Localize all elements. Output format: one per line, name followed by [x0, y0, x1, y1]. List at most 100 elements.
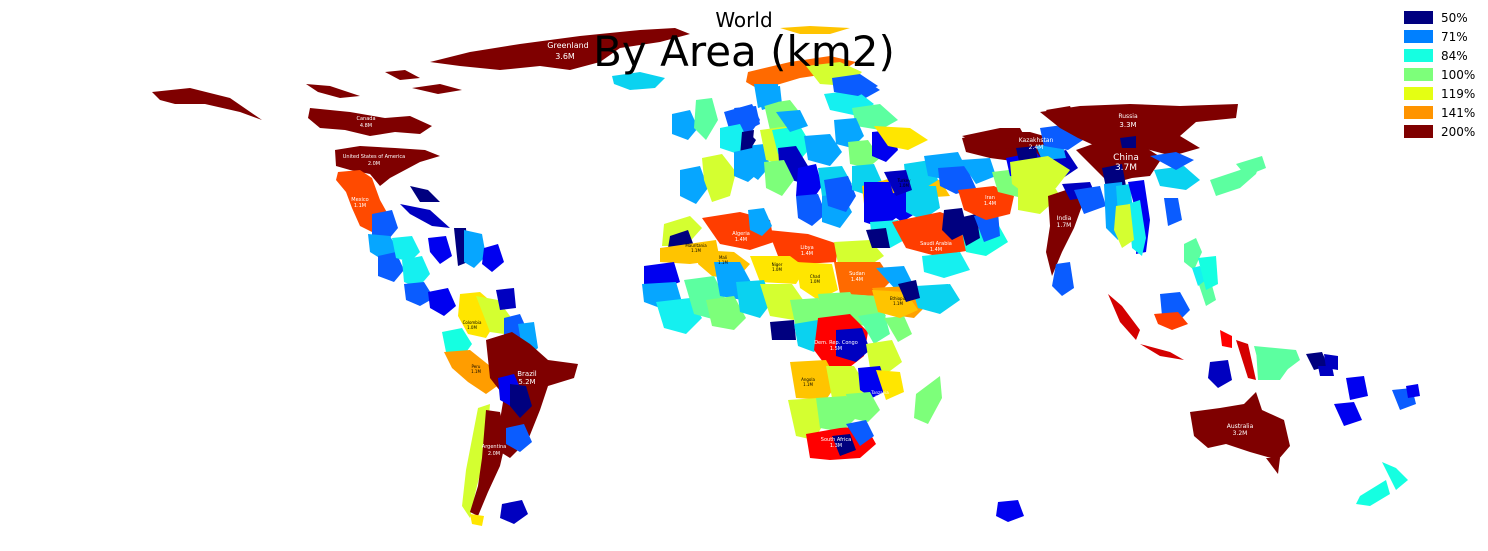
region-pacific-5	[1198, 256, 1218, 290]
label-angola: Angola	[801, 377, 815, 382]
value-greenland: 3.6M	[555, 52, 575, 61]
label-turkey: Turkey	[896, 178, 911, 183]
region-europe-c	[824, 176, 856, 212]
region-japan-north	[1236, 156, 1266, 176]
region-svalbard	[780, 26, 850, 34]
region-gulf-1	[942, 208, 968, 240]
label-mauritania: Mauritania	[685, 243, 707, 248]
region-pacific-2	[1406, 384, 1420, 398]
value-niger: 1.0M	[772, 267, 782, 272]
region-solomon	[1306, 352, 1328, 370]
legend-label: 84%	[1441, 48, 1468, 63]
value-south-africa: 1.3M	[830, 443, 842, 449]
legend-swatch	[1404, 49, 1433, 62]
legend-item: 141%	[1404, 103, 1475, 122]
legend-swatch	[1404, 125, 1433, 138]
region-swaziland	[846, 420, 874, 446]
label-colombia: Colombia	[463, 320, 482, 325]
region-china-north	[1120, 136, 1136, 148]
label-chad: Chad	[810, 274, 821, 279]
legend-item: 50%	[1404, 8, 1475, 27]
value-turkey: 1.0M	[899, 183, 909, 188]
value-peru: 1.1M	[471, 369, 481, 374]
oceania	[1190, 346, 1408, 506]
region-caribbean-1	[400, 204, 450, 228]
region-korea	[1154, 166, 1200, 190]
region-central-america-6	[404, 282, 434, 306]
region-brunei	[1154, 312, 1188, 330]
region-iceland	[612, 72, 665, 90]
label-china: China	[1113, 153, 1139, 163]
label-south-africa: South Africa	[821, 437, 851, 443]
region-sudan	[834, 262, 892, 296]
region-israel	[866, 228, 890, 248]
region-rwanda	[884, 316, 912, 342]
region-argentina	[470, 410, 506, 516]
region-kenya	[858, 312, 890, 344]
region-spain	[680, 166, 708, 204]
region-tierra	[470, 514, 484, 526]
label-canada: Canada	[356, 116, 375, 122]
region-uk	[672, 110, 698, 140]
region-sri-lanka	[1052, 262, 1074, 296]
region-chile	[462, 404, 490, 518]
region-vietnam	[1128, 200, 1146, 256]
label-tanzania: Tanzania	[870, 390, 889, 395]
label-australia: Australia	[1227, 423, 1254, 430]
value-australia: 3.2M	[1233, 430, 1248, 437]
region-central-america-3	[378, 252, 404, 282]
region-arctic-east	[962, 128, 1030, 150]
region-pacific-6	[1324, 354, 1338, 370]
region-pacific-4	[996, 500, 1024, 522]
region-bangladesh	[1074, 186, 1106, 214]
legend-swatch	[1404, 11, 1433, 24]
region-russia	[1040, 104, 1238, 156]
region-falklands	[500, 500, 528, 524]
region-europe-h	[874, 126, 928, 150]
africa	[642, 208, 960, 460]
region-egypt	[834, 240, 884, 268]
region-west-africa-3	[656, 298, 702, 334]
legend-item: 84%	[1404, 46, 1475, 65]
region-arctic-island-2	[306, 84, 360, 98]
region-philippines-3	[1192, 266, 1206, 286]
label-mali: Mali	[719, 255, 727, 260]
region-new-caledonia	[1334, 402, 1362, 426]
legend-swatch	[1404, 68, 1433, 81]
region-europe-i	[754, 84, 778, 108]
label-peru: Peru	[472, 364, 481, 369]
legend-label: 50%	[1441, 10, 1468, 25]
region-caribbean-3	[428, 236, 452, 264]
label-usa: United States of America	[343, 154, 405, 160]
region-niger	[750, 256, 806, 284]
region-caspian	[1010, 156, 1070, 196]
region-cambodia	[1114, 204, 1134, 248]
region-caucasus-3	[864, 182, 896, 210]
value-libya: 1.4M	[801, 251, 813, 257]
label-india: India	[1057, 215, 1072, 222]
region-europe-j	[734, 106, 760, 132]
region-tunisia	[748, 208, 772, 236]
region-madagascar	[914, 376, 942, 424]
region-arctic-island-4	[412, 84, 462, 94]
region-libya	[768, 230, 838, 264]
legend-swatch	[1404, 30, 1433, 43]
region-caribbean-6	[482, 244, 504, 272]
region-hungary	[804, 134, 842, 166]
region-bhutan	[1102, 164, 1126, 188]
country-labels: Greenland 3.6M Canada 4.8M United States…	[343, 41, 1254, 457]
region-central-2	[938, 166, 976, 194]
region-brazil	[486, 332, 578, 458]
label-niger: Niger	[772, 262, 783, 267]
region-russia-west	[1046, 106, 1076, 124]
region-tanzania	[866, 340, 902, 374]
legend: 50% 71% 84% 100% 119% 141% 200%	[1404, 8, 1475, 141]
value-canada: 4.8M	[360, 123, 372, 129]
value-sudan: 1.4M	[851, 277, 863, 283]
region-philippines-1	[1184, 238, 1202, 270]
region-australia	[1190, 392, 1290, 460]
value-usa: 2.0M	[368, 161, 380, 167]
region-zimbabwe	[846, 392, 880, 422]
region-west-africa-6	[706, 296, 746, 330]
label-kazakhstan: Kazakhstan	[1019, 137, 1054, 144]
